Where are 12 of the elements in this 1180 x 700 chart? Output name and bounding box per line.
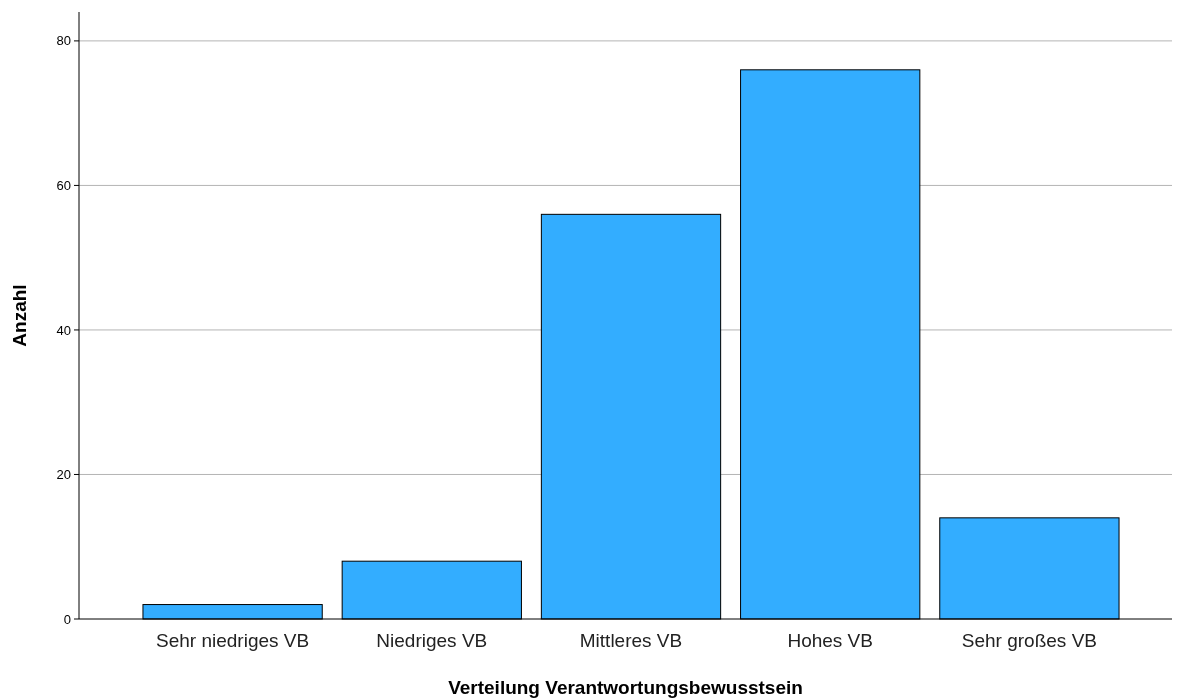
x-tick-label: Sehr großes VB <box>961 630 1097 651</box>
x-tick-label: Hohes VB <box>787 630 873 651</box>
x-tick-label: Mittleres VB <box>579 630 683 651</box>
y-tick-label: 20 <box>56 467 71 483</box>
x-tick-label: Sehr niedriges VB <box>156 630 310 651</box>
y-tick-label: 80 <box>56 33 71 49</box>
x-axis-title: Verteilung Verantwortungsbewusstsein <box>448 677 803 698</box>
y-tick-label: 60 <box>56 177 71 193</box>
x-tick-label: Niedriges VB <box>376 630 488 651</box>
y-tick-label: 40 <box>56 322 71 338</box>
y-tick-label: 0 <box>63 611 71 627</box>
y-axis-title: Anzahl <box>9 284 30 347</box>
